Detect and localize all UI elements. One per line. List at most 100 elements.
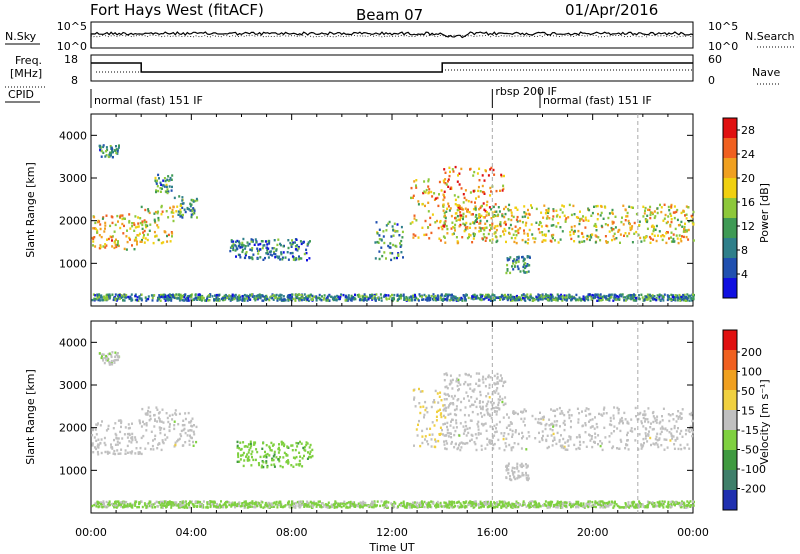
echo-cell: [657, 234, 659, 237]
echo-cell: [453, 500, 456, 504]
echo-cell: [455, 442, 457, 445]
echo-cell: [157, 226, 160, 229]
echo-cell: [471, 434, 474, 437]
echo-cell: [197, 500, 200, 503]
echo-cell: [613, 505, 616, 508]
echo-cell: [481, 293, 484, 297]
echo-cell: [423, 180, 426, 183]
echo-cell: [513, 503, 516, 506]
echo-cell: [482, 298, 485, 301]
echo-cell: [672, 240, 675, 243]
echo-cell: [500, 175, 503, 178]
echo-cell: [124, 296, 127, 299]
echo-cell: [683, 296, 686, 299]
echo-cell: [255, 448, 258, 451]
echo-cell: [241, 243, 244, 247]
echo-cell: [442, 235, 445, 238]
nsky-label: N.Sky: [5, 30, 37, 43]
echo-cell: [236, 444, 239, 448]
echo-cell: [483, 179, 486, 182]
echo-cell: [552, 432, 555, 436]
echo-cell: [481, 204, 483, 208]
echo-cell: [584, 422, 587, 425]
echo-cell: [436, 500, 439, 504]
echo-cell: [208, 502, 211, 505]
echo-cell: [534, 417, 537, 421]
echo-cell: [679, 299, 682, 302]
echo-cell: [149, 414, 152, 418]
echo-cell: [466, 427, 469, 430]
echo-cell: [102, 245, 105, 248]
echo-cell: [442, 193, 445, 196]
echo-cell: [289, 241, 292, 245]
echo-cell: [130, 441, 133, 444]
echo-cell: [627, 297, 630, 300]
echo-cell: [525, 409, 527, 413]
echo-cell: [665, 221, 668, 225]
echo-cell: [482, 233, 485, 236]
echo-cell: [517, 442, 520, 446]
echo-cell: [498, 296, 501, 299]
echo-cell: [153, 220, 156, 223]
echo-cell: [603, 294, 606, 298]
echo-cell: [328, 299, 331, 302]
echo-cell: [620, 416, 623, 420]
echo-cell: [456, 180, 459, 183]
echo-cell: [502, 184, 505, 187]
echo-cell: [500, 505, 503, 508]
echo-cell: [156, 447, 159, 450]
echo-cell: [527, 208, 529, 212]
echo-cell: [565, 294, 568, 297]
echo-cell: [455, 298, 458, 301]
echo-cell: [482, 501, 485, 504]
echo-cell: [516, 215, 519, 219]
echo-cell: [666, 294, 669, 297]
echo-cell: [616, 427, 619, 430]
echo-cell: [655, 239, 658, 243]
echo-cell: [660, 210, 663, 214]
echo-cell: [475, 213, 478, 217]
echo-cell: [557, 241, 560, 244]
echo-cell: [630, 294, 632, 297]
echo-cell: [105, 295, 108, 298]
echo-cell: [393, 229, 396, 232]
echo-cell: [188, 503, 190, 507]
echo-cell: [676, 218, 679, 222]
echo-cell: [134, 298, 137, 302]
echo-cell: [460, 187, 463, 190]
echo-cell: [487, 504, 490, 507]
echo-cell: [670, 214, 673, 218]
echo-cell: [258, 463, 261, 467]
echo-cell: [236, 247, 239, 250]
echo-cell: [134, 215, 137, 218]
echo-cell: [563, 413, 566, 417]
echo-cell: [523, 503, 526, 506]
echo-cell: [482, 424, 485, 427]
echo-cell: [114, 432, 117, 436]
echo-cell: [505, 271, 508, 275]
echo-cell: [194, 296, 197, 300]
echo-cell: [426, 299, 429, 302]
echo-cell: [620, 440, 623, 443]
echo-cell: [414, 294, 416, 297]
echo-cell: [464, 296, 466, 299]
echo-cell: [457, 218, 460, 221]
echo-cell: [506, 263, 509, 267]
echo-cell: [195, 440, 198, 444]
echo-cell: [266, 466, 269, 469]
echo-cell: [478, 230, 481, 233]
echo-cell: [271, 458, 273, 462]
echo-cell: [325, 299, 328, 302]
echo-cell: [277, 458, 280, 461]
ytick-label: 3000: [59, 172, 87, 185]
echo-cell: [665, 241, 668, 245]
echo-cell: [91, 434, 94, 437]
echo-cell: [186, 434, 189, 437]
echo-cell: [559, 412, 562, 415]
echo-cell: [469, 419, 472, 422]
echo-cell: [589, 234, 592, 237]
echo-cell: [591, 293, 594, 297]
echo-cell: [479, 298, 482, 301]
echo-cell: [234, 249, 237, 252]
echo-cell: [349, 504, 352, 508]
